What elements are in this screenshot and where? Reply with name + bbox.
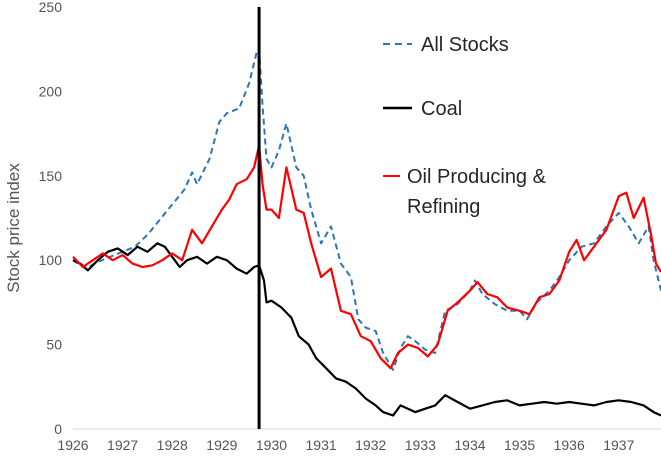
x-tick-label: 1937	[603, 437, 634, 453]
x-tick-label: 1930	[256, 437, 287, 453]
x-tick-label: 1927	[107, 437, 138, 453]
y-tick-label: 50	[46, 337, 62, 353]
y-tick-label: 0	[54, 421, 62, 437]
y-tick-label: 200	[39, 83, 63, 99]
x-tick-label: 1936	[554, 437, 585, 453]
y-axis-ticks: 0 50 100 150 200 250	[39, 0, 63, 437]
legend-label-coal: Coal	[421, 98, 462, 120]
legend-label-oil-line2: Refining	[407, 196, 480, 218]
y-tick-label: 250	[39, 0, 63, 15]
y-tick-label: 150	[39, 168, 63, 184]
series-line-oil-producing-refining	[72, 144, 661, 370]
x-tick-label: 1926	[57, 437, 88, 453]
x-tick-label: 1934	[454, 437, 485, 453]
x-tick-label: 1929	[206, 437, 237, 453]
x-tick-label: 1928	[157, 437, 188, 453]
x-tick-label: 1932	[355, 437, 386, 453]
y-axis-label: Stock price index	[4, 163, 23, 293]
series-lines	[72, 48, 661, 417]
legend: All Stocks Coal Oil Producing & Refining	[383, 34, 552, 218]
series-line-all-stocks	[72, 48, 661, 371]
y-tick-label: 100	[39, 252, 63, 268]
legend-label-oil-line1: Oil Producing &	[407, 166, 547, 188]
series-line-coal	[72, 242, 661, 417]
x-tick-label: 1933	[405, 437, 436, 453]
legend-label-all-stocks: All Stocks	[421, 34, 509, 56]
x-axis-ticks: 1926 1927 1928 1929 1930 1931 1932 1933 1934 1935…	[57, 437, 634, 453]
x-tick-label: 1935	[504, 437, 535, 453]
legend-label-oil: Oil Producing & Refining	[407, 166, 552, 218]
x-tick-label: 1931	[306, 437, 337, 453]
